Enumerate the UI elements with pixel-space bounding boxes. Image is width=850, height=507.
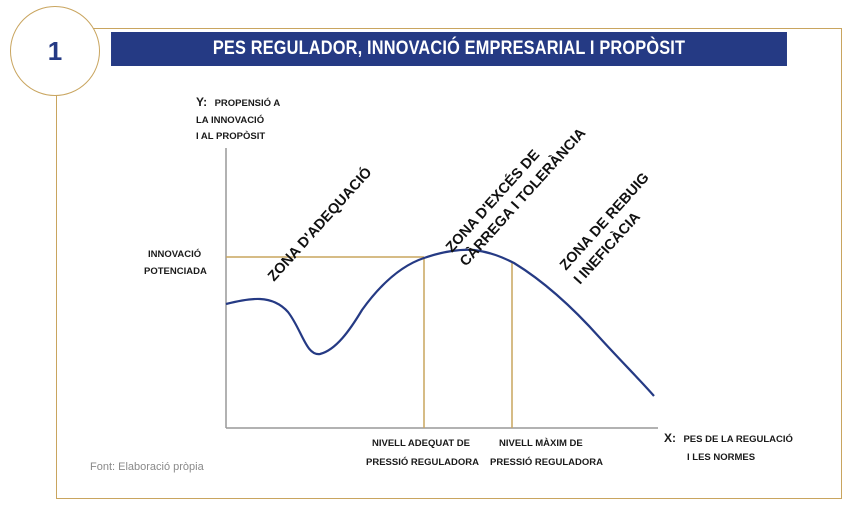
zone-adequacy-label: ZONA D'ADEQUACIÓ — [264, 163, 376, 284]
y-axis-label: Y: PROPENSIÓ A — [196, 93, 280, 110]
x-axis-line-1: PES DE LA REGULACIÓ — [683, 433, 792, 445]
y-axis-line-1: PROPENSIÓ A — [215, 97, 281, 109]
x-axis-label: X: PES DE LA REGULACIÓ — [664, 429, 793, 446]
innovation-label-line-1: INNOVACIÓ — [148, 248, 201, 260]
y-axis-symbol: Y: — [196, 95, 207, 109]
innovation-label-line-2: POTENCIADA — [144, 266, 207, 277]
max-marker-line-1: NIVELL MÀXIM DE — [499, 438, 583, 449]
figure-frame — [56, 28, 842, 499]
y-axis-line-3: I AL PROPÒSIT — [196, 130, 265, 142]
source-note: Font: Elaboració pròpia — [90, 461, 204, 473]
innovation-curve — [225, 248, 655, 397]
adequate-marker-line-2: PRESSIÓ REGULADORA — [366, 456, 479, 468]
figure-title: PES REGULADOR, INNOVACIÓ EMPRESARIAL I P… — [111, 32, 787, 66]
figure-number-badge: 1 — [10, 6, 100, 96]
x-axis-line-2: I LES NORMES — [687, 452, 755, 463]
adequate-marker-line-1: NIVELL ADEQUAT DE — [372, 438, 470, 449]
x-axis-symbol: X: — [664, 431, 676, 445]
max-marker-line-2: PRESSIÓ REGULADORA — [490, 456, 603, 468]
y-axis-line-2: LA INNOVACIÓ — [196, 114, 264, 126]
